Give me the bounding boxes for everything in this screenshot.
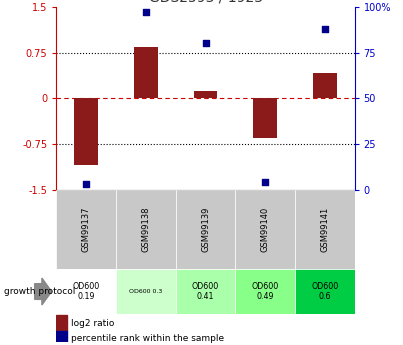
Bar: [116, 269, 176, 314]
Bar: [134, 47, 158, 98]
Bar: [235, 269, 295, 314]
Bar: [56, 331, 67, 345]
Point: [262, 180, 268, 185]
Bar: [56, 315, 67, 331]
Point: [202, 41, 209, 46]
Title: GDS2593 / 1923: GDS2593 / 1923: [149, 0, 262, 4]
Bar: [176, 190, 235, 269]
Text: GSM99140: GSM99140: [261, 207, 270, 252]
Text: log2 ratio: log2 ratio: [71, 319, 115, 328]
Bar: [74, 98, 98, 165]
Bar: [235, 190, 295, 269]
Text: OD600
0.19: OD600 0.19: [73, 282, 100, 301]
Point: [83, 181, 89, 187]
Bar: [116, 190, 176, 269]
Text: percentile rank within the sample: percentile rank within the sample: [71, 334, 224, 343]
Bar: [313, 73, 337, 98]
FancyArrow shape: [35, 278, 52, 305]
Text: GSM99137: GSM99137: [82, 207, 91, 252]
Point: [143, 10, 149, 15]
Bar: [253, 98, 277, 138]
Bar: [176, 269, 235, 314]
Text: OD600
0.6: OD600 0.6: [311, 282, 339, 301]
Text: OD600
0.49: OD600 0.49: [251, 282, 279, 301]
Text: GSM99139: GSM99139: [201, 207, 210, 252]
Bar: [295, 190, 355, 269]
Text: GSM99141: GSM99141: [320, 207, 329, 252]
Text: OD600
0.41: OD600 0.41: [192, 282, 219, 301]
Bar: [193, 91, 218, 98]
Text: OD600 0.3: OD600 0.3: [129, 289, 162, 294]
Bar: [56, 269, 116, 314]
Text: growth protocol: growth protocol: [4, 287, 75, 296]
Point: [322, 26, 328, 32]
Text: GSM99138: GSM99138: [141, 207, 150, 252]
Bar: [56, 190, 116, 269]
Bar: [295, 269, 355, 314]
